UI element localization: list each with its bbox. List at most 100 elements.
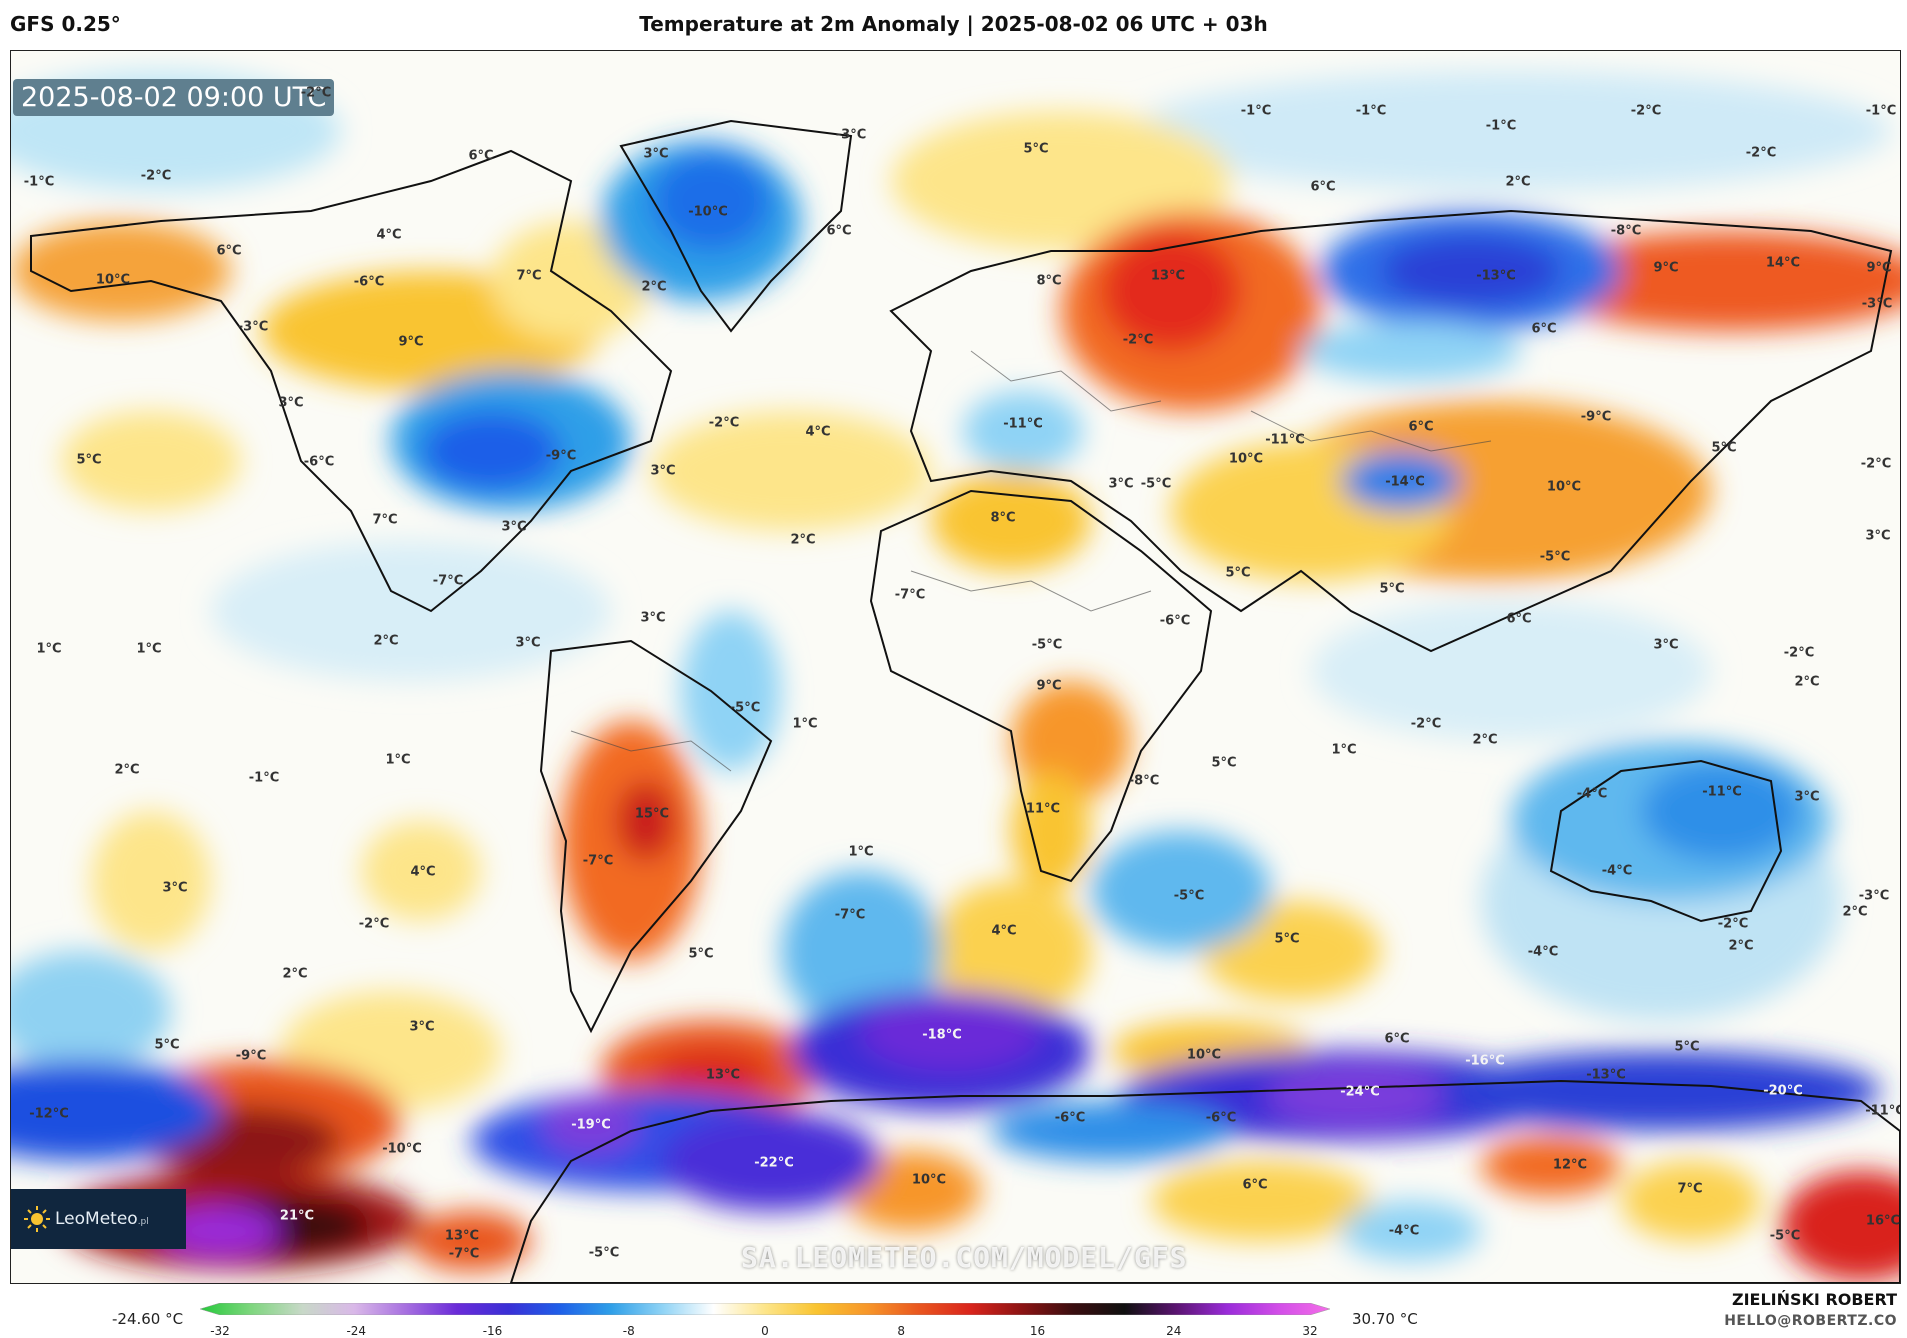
colorbar-tick: -8 — [622, 1324, 635, 1338]
anomaly-label: -5°C — [1539, 549, 1571, 565]
anomaly-label: 5°C — [1274, 931, 1300, 947]
anomaly-label: 2°C — [790, 532, 816, 548]
anomaly-label: 14°C — [1765, 255, 1801, 271]
anomaly-label: 5°C — [1711, 440, 1737, 456]
anomaly-label: -1°C — [248, 770, 280, 786]
anomaly-label: -11°C — [1865, 1103, 1901, 1119]
anomaly-label: 5°C — [1225, 565, 1251, 581]
colorbar-tick: -24 — [346, 1324, 367, 1338]
anomaly-label: 3°C — [162, 880, 188, 896]
logo-text: LeoMeteo.pl — [55, 1209, 149, 1229]
anomaly-label: 10°C — [911, 1172, 947, 1188]
anomaly-label: -1°C — [23, 174, 55, 190]
anomaly-label: 6°C — [1531, 321, 1557, 337]
anomaly-label: 8°C — [1036, 273, 1062, 289]
anomaly-label: -6°C — [1054, 1110, 1086, 1126]
anomaly-label: -8°C — [1128, 773, 1160, 789]
anomaly-label: 3°C — [643, 146, 669, 162]
anomaly-label: 21°C — [279, 1208, 315, 1224]
anomaly-label: 3°C — [515, 635, 541, 651]
anomaly-label: -2°C — [1745, 145, 1777, 161]
anomaly-label: 2°C — [1842, 904, 1868, 920]
anomaly-label: -2°C — [1783, 645, 1815, 661]
colorbar-tick: 24 — [1166, 1324, 1182, 1338]
anomaly-label: 5°C — [1674, 1039, 1700, 1055]
anomaly-label: -5°C — [1769, 1228, 1801, 1244]
anomaly-label: 6°C — [826, 223, 852, 239]
anomaly-label: 8°C — [990, 510, 1016, 526]
anomaly-label: 1°C — [792, 716, 818, 732]
anomaly-label: -2°C — [358, 916, 390, 932]
anomaly-label: -2°C — [1410, 716, 1442, 732]
anomaly-label: -7°C — [582, 853, 614, 869]
anomaly-label: -12°C — [29, 1106, 69, 1122]
anomaly-label: -1°C — [1240, 103, 1272, 119]
anomaly-label: 9°C — [1653, 260, 1679, 276]
anomaly-label: 13°C — [444, 1228, 480, 1244]
anomaly-label: -7°C — [834, 907, 866, 923]
anomaly-label: 13°C — [705, 1067, 741, 1083]
anomaly-label: 13°C — [1150, 268, 1186, 284]
anomaly-label: 2°C — [373, 633, 399, 649]
anomaly-label: 6°C — [1408, 419, 1434, 435]
anomaly-label: -11°C — [1003, 416, 1043, 432]
scale-min-label: -24.60 °C — [112, 1310, 184, 1328]
anomaly-label: 5°C — [1211, 755, 1237, 771]
anomaly-label: -3°C — [237, 319, 269, 335]
anomaly-label: -11°C — [1702, 784, 1742, 800]
anomaly-label: 9°C — [398, 334, 424, 350]
leometeo-logo[interactable]: LeoMeteo.pl — [11, 1189, 186, 1249]
anomaly-label: -13°C — [1586, 1067, 1626, 1083]
anomaly-label: -3°C — [1861, 296, 1893, 312]
anomaly-label: 3°C — [650, 463, 676, 479]
anomaly-label: -5°C — [729, 700, 761, 716]
anomaly-label: -6°C — [353, 274, 385, 290]
anomaly-label: -5°C — [1140, 476, 1172, 492]
anomaly-label: -6°C — [1159, 613, 1191, 629]
anomaly-label: -10°C — [382, 1141, 422, 1157]
anomaly-label: 4°C — [376, 227, 402, 243]
watermark-url: SA.LEOMETEO.COM/MODEL/GFS — [741, 1241, 1188, 1274]
anomaly-label: 3°C — [1653, 637, 1679, 653]
anomaly-label: 6°C — [468, 148, 494, 164]
anomaly-label: -9°C — [1580, 409, 1612, 425]
anomaly-label: -1°C — [1485, 118, 1517, 134]
anomaly-label: 2°C — [1472, 732, 1498, 748]
anomaly-label: -7°C — [894, 587, 926, 603]
anomaly-label: 3°C — [1794, 789, 1820, 805]
anomaly-label: -4°C — [1601, 863, 1633, 879]
anomaly-label: -3°C — [1858, 888, 1890, 904]
colorbar-tick: -16 — [482, 1324, 503, 1338]
anomaly-label: -2°C — [1860, 456, 1892, 472]
anomaly-label: -2°C — [1122, 332, 1154, 348]
anomaly-label: 10°C — [1186, 1047, 1222, 1063]
anomaly-label: -2°C — [1630, 103, 1662, 119]
anomaly-label: -1°C — [1355, 103, 1387, 119]
anomaly-label: 5°C — [1023, 141, 1049, 157]
anomaly-label: 9°C — [1036, 678, 1062, 694]
anomaly-label: -16°C — [1465, 1053, 1505, 1069]
anomaly-label: -2°C — [140, 168, 172, 184]
anomaly-label: -6°C — [1205, 1110, 1237, 1126]
anomaly-label: -2°C — [708, 415, 740, 431]
anomaly-label: 1°C — [1331, 742, 1357, 758]
anomaly-label: 9°C — [1866, 260, 1892, 276]
anomaly-label: -7°C — [432, 573, 464, 589]
anomaly-label: 7°C — [516, 268, 542, 284]
anomaly-label: 6°C — [1242, 1177, 1268, 1193]
anomaly-label: 10°C — [95, 272, 131, 288]
colorbar — [200, 1303, 1330, 1315]
author-email[interactable]: HELLO@ROBERTZ.CO — [1724, 1313, 1897, 1329]
anomaly-label: -11°C — [1265, 432, 1305, 448]
coastlines — [30, 119, 1900, 1283]
map-canvas[interactable]: 2025-08-02 09:00 UTC -2°C 6°C 3°C -3°C 5°C -1… — [10, 50, 1901, 1284]
anomaly-label: -9°C — [545, 448, 577, 464]
colorbar-tick: 32 — [1302, 1324, 1318, 1338]
anomaly-label: 6°C — [1506, 611, 1532, 627]
anomaly-label: 16°C — [1865, 1213, 1901, 1229]
anomaly-label: -5°C — [1031, 637, 1063, 653]
anomaly-label: -5°C — [1173, 888, 1205, 904]
anomaly-label: 7°C — [1677, 1181, 1703, 1197]
anomaly-label: -5°C — [588, 1245, 620, 1261]
anomaly-label: 2°C — [641, 279, 667, 295]
